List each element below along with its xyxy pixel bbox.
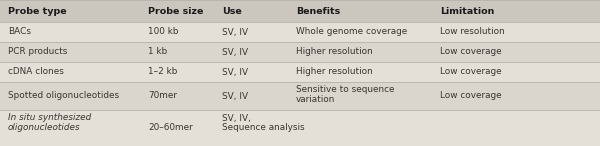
Text: Low coverage: Low coverage bbox=[440, 67, 502, 77]
Text: cDNA clones: cDNA clones bbox=[8, 67, 64, 77]
Text: Low resolution: Low resolution bbox=[440, 27, 505, 36]
Text: 100 kb: 100 kb bbox=[148, 27, 179, 36]
Text: variation: variation bbox=[296, 95, 335, 104]
Text: Sequence analysis: Sequence analysis bbox=[222, 123, 305, 132]
Text: Limitation: Limitation bbox=[440, 7, 494, 15]
Text: Benefits: Benefits bbox=[296, 7, 340, 15]
Text: SV, IV: SV, IV bbox=[222, 92, 248, 100]
Text: 1–2 kb: 1–2 kb bbox=[148, 67, 178, 77]
Text: Use: Use bbox=[222, 7, 242, 15]
Bar bbox=[0, 22, 600, 42]
Text: SV, IV: SV, IV bbox=[222, 47, 248, 57]
Text: 20–60mer: 20–60mer bbox=[148, 124, 193, 133]
Text: In situ synthesized: In situ synthesized bbox=[8, 113, 91, 122]
Text: oligonucleotides: oligonucleotides bbox=[8, 123, 80, 132]
Bar bbox=[0, 0, 600, 22]
Text: Higher resolution: Higher resolution bbox=[296, 47, 373, 57]
Text: Probe type: Probe type bbox=[8, 7, 67, 15]
Text: BACs: BACs bbox=[8, 27, 31, 36]
Text: Sensitive to sequence: Sensitive to sequence bbox=[296, 86, 395, 94]
Text: Spotted oligonucleotides: Spotted oligonucleotides bbox=[8, 92, 119, 100]
Bar bbox=[0, 42, 600, 62]
Text: SV, IV: SV, IV bbox=[222, 67, 248, 77]
Text: Probe size: Probe size bbox=[148, 7, 203, 15]
Text: SV, IV,: SV, IV, bbox=[222, 113, 251, 122]
Text: SV, IV: SV, IV bbox=[222, 27, 248, 36]
Text: Low coverage: Low coverage bbox=[440, 92, 502, 100]
Text: 1 kb: 1 kb bbox=[148, 47, 167, 57]
Bar bbox=[0, 110, 600, 146]
Bar bbox=[0, 82, 600, 110]
Text: PCR products: PCR products bbox=[8, 47, 67, 57]
Text: Low coverage: Low coverage bbox=[440, 47, 502, 57]
Text: 70mer: 70mer bbox=[148, 92, 177, 100]
Text: Higher resolution: Higher resolution bbox=[296, 67, 373, 77]
Text: Whole genome coverage: Whole genome coverage bbox=[296, 27, 407, 36]
Bar bbox=[0, 62, 600, 82]
